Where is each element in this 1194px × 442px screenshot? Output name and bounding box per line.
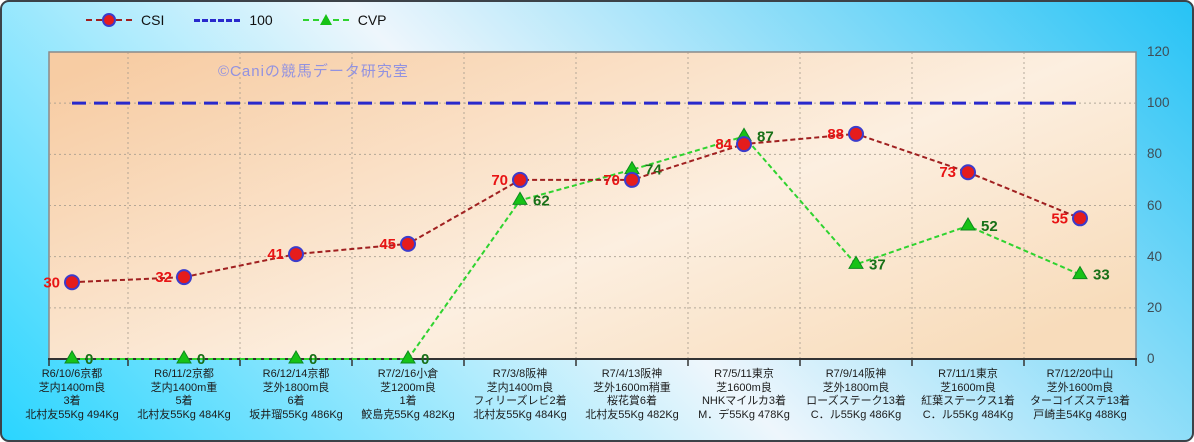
chart-legend: CSI 100 CVP: [86, 9, 387, 31]
csi-series-line: [71, 132, 1081, 284]
csi-point-6[interactable]: [736, 136, 752, 153]
csi-point-8[interactable]: [960, 164, 976, 181]
csi-data-label: 41: [267, 246, 284, 263]
csi-point-4[interactable]: [512, 171, 528, 188]
category-label-9: R7/11/1東京 芝1600m良 紅葉ステークス1着 C．ル55Kg 484Kg: [921, 368, 1015, 421]
legend-item-100[interactable]: 100: [194, 12, 273, 28]
y-tick-label-100: 100: [1147, 95, 1170, 111]
cvp-data-label: 0: [309, 351, 317, 368]
category-label-8: R7/9/14阪神 芝外1800m良 ローズステーク13着 C．ル55Kg 486Kg: [806, 368, 906, 421]
cvp-data-label: 0: [85, 351, 93, 368]
csi-circle-marker-icon: [102, 13, 116, 27]
cvp-data-label: 33: [1093, 267, 1110, 284]
legend-label-100: 100: [249, 12, 273, 28]
legend-item-cvp[interactable]: CVP: [302, 12, 387, 28]
cvp-point-4[interactable]: [512, 191, 528, 205]
watermark: ©Caniの競馬データ研究室: [218, 63, 409, 80]
cvp-point-3[interactable]: [400, 350, 416, 364]
cvp-line-sample: [302, 14, 349, 25]
csi-point-9[interactable]: [1072, 210, 1088, 227]
legend-label-cvp: CVP: [357, 12, 387, 28]
y-tick-label-60: 60: [1147, 197, 1163, 213]
cvp-point-7[interactable]: [848, 255, 864, 269]
csi-data-label: 73: [939, 164, 956, 181]
cvp-data-label: 0: [197, 351, 205, 368]
category-label-2: R6/11/2京都 芝内1400m重 5着 北村友55Kg 484Kg: [137, 368, 231, 421]
cvp-data-label: 74: [645, 162, 662, 179]
csi-data-label: 45: [379, 236, 396, 253]
cvp-point-1[interactable]: [176, 350, 192, 364]
csi-line-sample: [86, 13, 132, 27]
cvp-data-label: 0: [421, 351, 429, 368]
cvp-point-2[interactable]: [288, 350, 304, 364]
y-tick-label-120: 120: [1147, 44, 1170, 59]
csi-data-label: 70: [491, 172, 508, 189]
csi-data-label: 88: [827, 126, 844, 143]
category-label-3: R6/12/14京都 芝外1800m良 6着 坂井瑠55Kg 486Kg: [249, 368, 343, 421]
csi-point-7[interactable]: [848, 125, 864, 142]
category-label-1: R6/10/6京都 芝内1400m良 3着 北村友55Kg 494Kg: [25, 368, 119, 421]
category-label-7: R7/5/11東京 芝1600m良 NHKマイルカ3着 M．デ55Kg 478Kg: [698, 368, 790, 421]
category-label-5: R7/3/8阪神 芝内1400m良 フィリーズレビ2着 北村友55Kg 484Kg: [473, 368, 567, 421]
csi-data-label: 30: [43, 274, 60, 291]
legend-label-csi: CSI: [141, 12, 165, 28]
csi-data-label: 32: [155, 269, 172, 286]
cvp-data-label: 37: [869, 256, 886, 273]
csi-point-1[interactable]: [176, 269, 192, 286]
csi-data-label: 55: [1051, 210, 1068, 227]
cvp-point-8[interactable]: [960, 216, 976, 231]
csi-point-0[interactable]: [64, 274, 80, 291]
y-tick-label-20: 20: [1147, 299, 1163, 315]
category-label-4: R7/2/16小倉 芝1200m良 1着 鮫島克55Kg 482Kg: [361, 368, 455, 421]
cvp-data-label: 52: [981, 218, 998, 235]
cvp-triangle-marker-icon: [319, 14, 332, 25]
cvp-point-0[interactable]: [64, 350, 80, 364]
csi-point-2[interactable]: [288, 246, 304, 263]
hundred-line-sample: [194, 18, 241, 22]
y-tick-label-80: 80: [1147, 146, 1163, 162]
category-label-6: R7/4/13阪神 芝外1600m稍重 桜花賞6着 北村友55Kg 482Kg: [585, 368, 679, 421]
plot-area[interactable]: [48, 51, 1137, 360]
category-label-10: R7/12/20中山 芝外1600m良 ターコイズステ13着 戸崎圭54Kg 488K…: [1030, 368, 1130, 421]
y-tick-label-40: 40: [1147, 248, 1163, 264]
csi-point-5[interactable]: [624, 171, 640, 188]
cvp-series-line: [72, 135, 1081, 360]
legend-item-csi[interactable]: CSI: [86, 12, 164, 28]
y-tick-label-0: 0: [1147, 351, 1155, 366]
csi-point-3[interactable]: [400, 235, 416, 252]
csi-data-label: 84: [715, 136, 732, 153]
csi-data-label: 70: [603, 172, 620, 189]
cvp-point-9[interactable]: [1072, 265, 1088, 280]
cvp-data-label: 62: [533, 192, 550, 209]
